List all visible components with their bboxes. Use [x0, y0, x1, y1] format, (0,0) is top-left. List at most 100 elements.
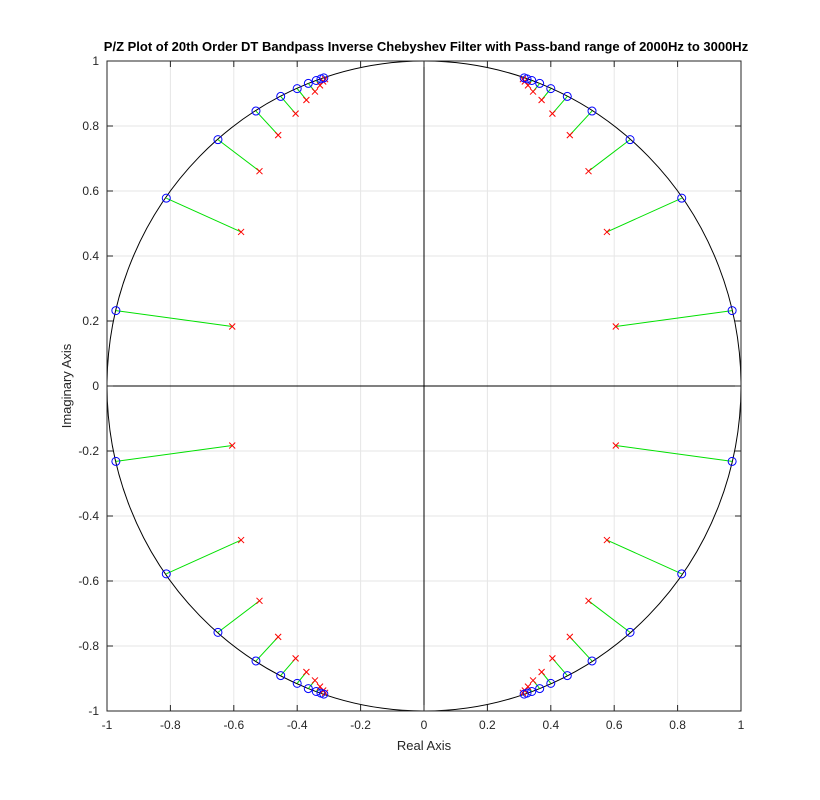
pole-zero-link: [115, 310, 233, 328]
pole-marker: [228, 323, 236, 330]
x-tick-label: -0.4: [287, 718, 308, 732]
zero-marker: [303, 78, 313, 88]
pole-marker-stroke: [274, 633, 282, 641]
pole-marker-stroke: [228, 442, 236, 449]
zero-marker: [251, 106, 261, 116]
pole-marker: [538, 96, 545, 104]
pole-marker: [292, 110, 299, 118]
pole-marker: [549, 110, 556, 118]
pole-marker: [529, 677, 537, 684]
pole-marker-stroke: [529, 88, 537, 95]
zero-marker: [111, 456, 121, 466]
zero-marker: [519, 73, 529, 83]
pole-marker: [549, 654, 556, 662]
zero-marker: [251, 656, 261, 666]
pole-marker: [256, 167, 263, 175]
zero-marker: [111, 306, 121, 316]
pole-marker-stroke: [612, 442, 620, 449]
pole-marker: [316, 82, 324, 89]
pole-marker: [585, 597, 592, 605]
pole-marker: [274, 131, 282, 139]
pole-marker: [303, 668, 310, 676]
pole-marker-stroke: [303, 668, 310, 676]
y-tick-label: -0.2: [78, 444, 99, 458]
pole-marker-stroke: [585, 597, 592, 605]
x-tick-label: 0.6: [606, 718, 623, 732]
x-tick-label: -0.2: [350, 718, 371, 732]
pole-zero-link: [115, 444, 233, 462]
zero-marker: [276, 91, 286, 101]
pole-zero-link: [569, 110, 593, 136]
zero-marker: [546, 678, 556, 688]
pole-marker-stroke: [256, 597, 263, 605]
pole-marker-stroke: [585, 167, 592, 175]
pole-zero-link: [166, 539, 242, 575]
x-tick-label: 0.8: [669, 718, 686, 732]
zero-marker: [562, 91, 572, 101]
x-tick-label: -0.6: [223, 718, 244, 732]
y-tick-label: -0.4: [78, 509, 99, 523]
zero-marker: [625, 135, 635, 145]
x-tick-label: 0.4: [542, 718, 559, 732]
zero-marker: [587, 656, 597, 666]
zero-marker: [161, 193, 171, 203]
pole-marker-stroke: [316, 82, 324, 89]
x-tick-label: 1: [738, 718, 745, 732]
pole-marker-stroke: [303, 96, 310, 104]
pole-zero-link: [588, 139, 631, 172]
pole-marker-stroke: [603, 536, 611, 544]
pole-marker-stroke: [311, 88, 319, 95]
pole-marker-stroke: [612, 323, 620, 330]
y-tick-label: 1: [92, 54, 99, 68]
zero-marker: [562, 671, 572, 681]
x-tick-label: -0.8: [160, 718, 181, 732]
pole-zero-link: [255, 636, 279, 662]
pole-marker-stroke: [566, 131, 574, 139]
zero-marker: [161, 569, 171, 579]
x-tick-label: 0.2: [479, 718, 496, 732]
pole-marker: [311, 677, 319, 684]
pole-zero-link: [606, 539, 682, 575]
zero-marker: [319, 73, 329, 83]
pole-zero-link: [615, 310, 733, 328]
zero-marker: [727, 306, 737, 316]
zero-marker: [213, 135, 223, 145]
pole-marker: [292, 654, 299, 662]
x-ticks: -1 -0.8 -0.6 -0.4 -0.2 0 0.2 0.4 0.6 0.8 1: [102, 61, 745, 732]
y-ticks: -1 -0.8 -0.6 -0.4 -0.2 0 0.2 0.4 0.6 0.8 1: [78, 54, 741, 718]
zero-marker: [677, 193, 687, 203]
pole-marker-stroke: [549, 110, 556, 118]
y-tick-label: 0.8: [82, 119, 99, 133]
pole-marker: [237, 228, 245, 236]
y-tick-label: -1: [88, 704, 99, 718]
pole-marker: [316, 683, 324, 690]
pole-zero-link: [217, 600, 260, 633]
pole-marker: [566, 131, 574, 139]
pole-marker-stroke: [603, 228, 611, 236]
pole-marker-stroke: [292, 110, 299, 118]
zero-marker: [727, 456, 737, 466]
pole-marker: [256, 597, 263, 605]
zero-marker: [292, 678, 302, 688]
zero-marker: [535, 78, 545, 88]
zero-marker: [519, 689, 529, 699]
zero-marker: [319, 689, 329, 699]
zero-marker: [546, 84, 556, 94]
pole-zero-link: [569, 636, 593, 662]
pole-marker-stroke: [549, 654, 556, 662]
pole-marker: [603, 228, 611, 236]
pole-zero-link: [217, 139, 260, 172]
y-tick-label: 0: [92, 379, 99, 393]
pole-marker: [612, 442, 620, 449]
pole-marker: [274, 633, 282, 641]
y-tick-label: -0.8: [78, 639, 99, 653]
pole-marker-stroke: [228, 323, 236, 330]
pole-marker: [524, 82, 532, 89]
y-tick-label: 0.6: [82, 184, 99, 198]
pole-marker-stroke: [524, 82, 532, 89]
zero-marker: [625, 627, 635, 637]
y-axis-label: Imaginary Axis: [59, 343, 74, 428]
pole-zero-link: [255, 110, 279, 136]
pole-marker: [603, 536, 611, 544]
